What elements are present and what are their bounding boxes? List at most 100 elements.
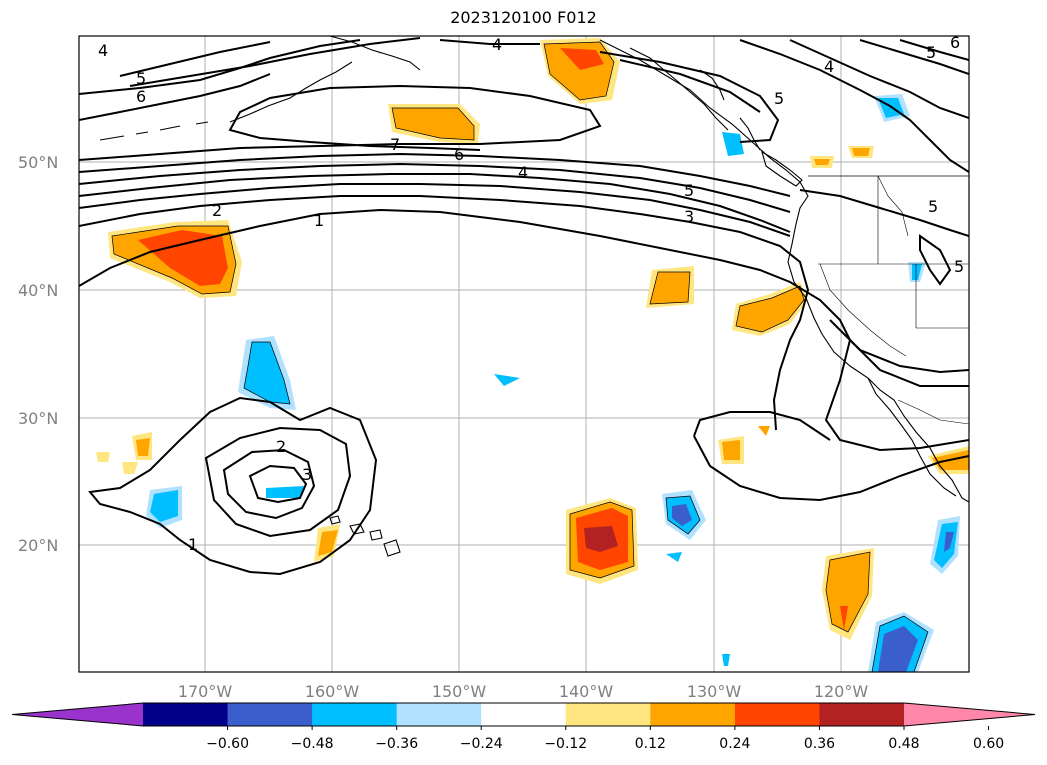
positive-anomaly-blob [852, 148, 870, 156]
longitude-label: 130°W [687, 682, 742, 701]
positive-anomaly-blob [650, 272, 690, 304]
colorbar-tick-label: 0.36 [804, 736, 835, 752]
contour-label: 4 [824, 57, 834, 76]
positive-anomaly-blob [814, 159, 830, 165]
contour-label: 4 [492, 35, 502, 54]
colorbar-tick-label: −0.24 [460, 736, 503, 752]
negative-anomaly-blob [494, 374, 520, 386]
positive-anomaly-blob [138, 230, 228, 286]
colorbar-tick-label: −0.36 [375, 736, 418, 752]
contour-label: 4 [518, 163, 528, 182]
positive-anomaly-blob [96, 452, 110, 462]
anomaly-outlines [111, 41, 929, 672]
negative-anomaly-blob [150, 490, 178, 522]
negative-anomaly-blob [944, 532, 954, 552]
colorbar-tick-label: −0.60 [206, 736, 249, 752]
contour-label: 5 [136, 69, 146, 88]
contour-line [899, 39, 969, 61]
contour-line [859, 39, 969, 75]
contour-label: 5 [684, 181, 694, 200]
colorbar: −0.60 −0.48 −0.36 −0.24 −0.12 0.12 0.24 0.36 0.4… [11, 702, 1036, 752]
contour-label: 1 [188, 535, 198, 554]
gridlines [79, 36, 969, 672]
colorbar-segment [565, 703, 651, 726]
contour-label: 6 [454, 145, 464, 164]
colorbar-tick-label: 0.24 [719, 736, 750, 752]
contour-lines [79, 37, 969, 576]
colorbar-segment [650, 703, 736, 726]
contour-line [739, 39, 969, 173]
latitude-label: 30°N [18, 409, 58, 428]
contour-line [88, 396, 378, 576]
contour-line [79, 73, 271, 121]
latitude-labels: 50°N 40°N 30°N 20°N [18, 153, 58, 555]
contour-label: 5 [928, 197, 938, 216]
colorbar-segment [312, 703, 398, 726]
contour-label: 5 [954, 257, 964, 276]
positive-anomaly-blob [392, 108, 474, 140]
contour-line [248, 464, 308, 504]
positive-anomaly-blob [122, 462, 138, 474]
contour-line [849, 339, 969, 387]
contour-line [79, 162, 791, 213]
colorbar-segment [734, 703, 820, 726]
positive-anomaly-blob [318, 530, 338, 556]
contour-line [79, 84, 602, 161]
contour-label: 7 [390, 135, 400, 154]
contour-label: 5 [926, 43, 936, 62]
colorbar-tick-label: 0.48 [888, 736, 919, 752]
contour-line [439, 39, 540, 45]
contour-label: 1 [314, 211, 324, 230]
negative-anomaly-blob [912, 264, 922, 280]
positive-anomaly-blob [840, 606, 848, 630]
contour-line [799, 189, 969, 237]
colorbar-extension-low [12, 703, 143, 726]
contour-line [619, 59, 761, 113]
colorbar-extension-high [904, 703, 1035, 726]
map-title: 2023120100 F012 [450, 8, 597, 27]
contour-label: 3 [302, 465, 312, 484]
colorbar-tick-label: −0.48 [291, 736, 334, 752]
colorbar-segment [143, 703, 229, 726]
positive-anomaly-blob [826, 552, 870, 632]
colorbar-segment [227, 703, 313, 726]
contour-label: 3 [684, 207, 694, 226]
contour-line [129, 37, 421, 87]
contour-line [79, 183, 791, 237]
negative-anomaly-blob [666, 552, 682, 562]
colorbar-tick-label: 0.12 [635, 736, 666, 752]
positive-anomaly-blob [584, 526, 618, 552]
negative-anomaly-blob [722, 132, 744, 156]
contour-line [79, 152, 791, 197]
longitude-label: 140°W [559, 682, 614, 701]
shaded-anomalies [96, 38, 969, 672]
contour-labels: 4 5 6 4 5 4 5 5 6 7 6 4 5 3 2 1 5 2 3 1 [98, 35, 964, 554]
contour-line [79, 195, 810, 431]
contour-line [119, 41, 271, 77]
colorbar-segment [819, 703, 905, 726]
latitude-label: 50°N [18, 153, 58, 172]
longitude-label: 170°W [178, 682, 233, 701]
contour-label: 2 [212, 201, 222, 220]
longitude-label: 150°W [432, 682, 487, 701]
longitude-label: 120°W [814, 682, 869, 701]
contour-line [204, 426, 352, 538]
map-frame [78, 35, 970, 673]
contour-line [693, 435, 969, 502]
negative-anomaly-blob [244, 342, 290, 404]
contour-line [599, 51, 780, 143]
negative-anomaly-blob [722, 654, 730, 666]
negative-anomaly-blob [878, 626, 918, 672]
contour-label: 5 [774, 89, 784, 108]
contour-label: 6 [136, 87, 146, 106]
longitude-labels: 170°W 160°W 150°W 140°W 130°W 120°W [178, 682, 869, 701]
contour-label: 4 [98, 41, 108, 60]
positive-anomaly-blob [736, 286, 804, 332]
positive-anomaly-blob [758, 426, 770, 436]
negative-anomaly-blob [672, 504, 692, 526]
positive-anomaly-blob [560, 48, 604, 70]
contour-line [919, 234, 952, 286]
latitude-label: 20°N [18, 536, 58, 555]
colorbar-tick-label: −0.12 [544, 736, 587, 752]
longitude-label: 160°W [305, 682, 360, 701]
